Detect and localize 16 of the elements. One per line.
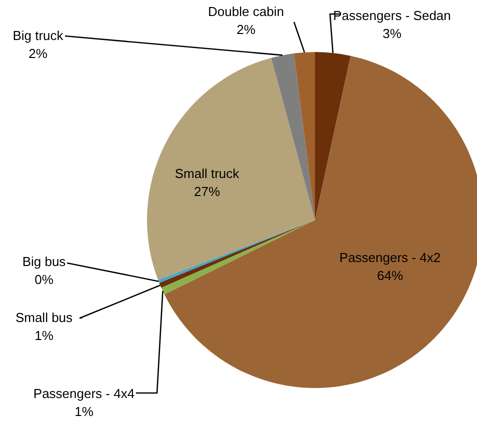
slice-label: Passengers - Sedan (333, 8, 451, 23)
data-label: 1% (34, 328, 54, 343)
data-label: 3% (382, 26, 402, 41)
slice-label: Small truck (174, 166, 240, 181)
slice-label: Passengers - 4x2 (339, 250, 441, 265)
data-label: 0% (34, 272, 54, 287)
data-label: 2% (28, 46, 48, 61)
slice-label: Big bus (22, 254, 66, 269)
data-label: 2% (236, 22, 256, 37)
data-label: 27% (194, 184, 220, 199)
slice-label: Passengers - 4x4 (33, 386, 135, 401)
slice-label: Big truck (12, 28, 64, 43)
data-label: 1% (74, 404, 94, 419)
data-label: 64% (376, 268, 404, 283)
slice-label: Small bus (15, 310, 74, 325)
slice-label: Double cabin (208, 4, 284, 19)
